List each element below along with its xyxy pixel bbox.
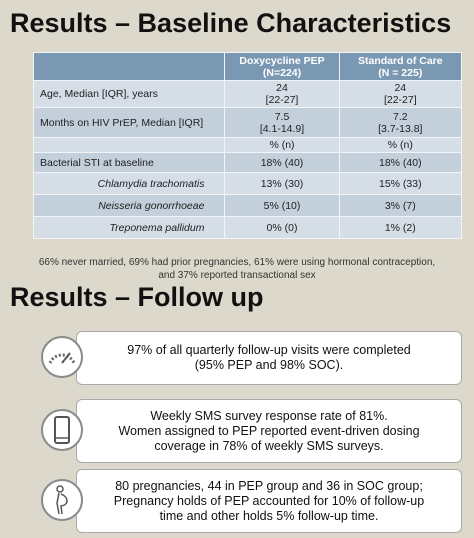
gauge-icon [41, 336, 83, 378]
text-line: Months on HIV PrEP, Median [IQR] [40, 116, 204, 129]
table-row: Neisseria gonorrhoeae 5% (10) 3% (7) [32, 194, 463, 217]
table-cell: % (n) [338, 137, 463, 153]
text-line: Doxycycline PEP [239, 54, 325, 67]
table-cell: Standard of Care (N = 225) [338, 52, 463, 81]
table-row: Treponema pallidum 0% (0) 1% (2) [32, 216, 463, 239]
text-line: (95% PEP and 98% SOC). [194, 358, 344, 372]
text-line: 1% (2) [384, 221, 416, 234]
text-line: [3.7-13.8] [378, 122, 423, 135]
text-line: (N=224) [262, 66, 302, 79]
text-line: Neisseria gonorrhoeae [98, 199, 205, 212]
table-row: Months on HIV PrEP, Median [IQR] 7.5 [4.1-… [32, 107, 463, 138]
text-line: 24 [276, 82, 288, 94]
text-line: Treponema pallidum [109, 221, 205, 234]
text-line: Women assigned to PEP reported event-dri… [118, 423, 420, 438]
table-cell: 13% (30) [224, 172, 340, 195]
phone-icon [41, 409, 83, 451]
table-cell [32, 137, 226, 153]
item-box: 80 pregnancies, 44 in PEP group and 36 i… [76, 469, 462, 533]
text-line: Pregnancy holds of PEP accounted for 10%… [113, 493, 425, 508]
table-cell [32, 52, 226, 81]
table-cell: 0% (0) [224, 216, 340, 239]
text-line: Bacterial STI at baseline [40, 156, 154, 169]
text-line: and 37% reported transactional sex [158, 270, 316, 281]
text-line: 13% (30) [260, 177, 304, 190]
text-line: 7.2 [392, 110, 408, 123]
table-cell: Chlamydia trachomatis [32, 172, 226, 195]
baseline-table: Doxycycline PEP (N=224) Standard of Care (N… [32, 52, 463, 239]
text-line: Age, Median [IQR], years [40, 88, 158, 100]
text-line: time and other holds 5% follow-up time. [159, 508, 379, 523]
table-cell: 7.5 [4.1-14.9] [224, 107, 340, 138]
text-line: % (n) [387, 139, 413, 151]
table-row: % (n) % (n) [32, 137, 463, 153]
text-line: % (n) [269, 139, 295, 151]
text-line: 0% (0) [266, 221, 298, 234]
section-title: Results – Baseline Characteristics [10, 8, 452, 38]
text-line: coverage in 78% of weekly SMS surveys. [154, 438, 384, 453]
table-cell: Months on HIV PrEP, Median [IQR] [32, 107, 226, 138]
text-line: 80 pregnancies, 44 in PEP group and 36 i… [115, 478, 423, 493]
footnote: 66% never married, 69% had prior pregnan… [20, 256, 454, 282]
pregnancy-icon [41, 479, 83, 521]
table-cell: Treponema pallidum [32, 216, 226, 239]
section-title: Results – Follow up [10, 282, 264, 312]
text-line: 97% of all quarterly follow-up visits we… [127, 343, 411, 357]
item-box: 97% of all quarterly follow-up visits we… [76, 331, 462, 385]
table-cell: Doxycycline PEP (N=224) [224, 52, 340, 81]
text-line: 24 [394, 82, 407, 94]
text-line: 5% (10) [263, 199, 301, 212]
text-line: 15% (33) [378, 177, 422, 190]
table-cell: 7.2 [3.7-13.8] [338, 107, 463, 138]
table-cell: 24 [22-27] [224, 80, 340, 108]
text-line: [22-27] [383, 94, 417, 106]
table-cell: 5% (10) [224, 194, 340, 217]
text-line: 7.5 [274, 110, 290, 123]
text-line: [4.1-14.9] [259, 122, 305, 135]
text-line: Standard of Care [357, 54, 443, 67]
table-row: Chlamydia trachomatis 13% (30) 15% (33) [32, 172, 463, 195]
text-line: Weekly SMS survey response rate of 81%. [150, 408, 388, 423]
table-cell: 3% (7) [338, 194, 463, 217]
table-cell: 15% (33) [338, 172, 463, 195]
text-line: 66% never married, 69% had prior pregnan… [38, 257, 436, 268]
text-line: 18% (40) [260, 156, 304, 169]
text-line: 3% (7) [384, 199, 416, 212]
table-row: Age, Median [IQR], years 24 [22-27] 24 [22-2… [32, 80, 463, 108]
item-box: Weekly SMS survey response rate of 81%. W… [76, 399, 462, 463]
table-cell: % (n) [224, 137, 340, 153]
table-cell: 18% (40) [338, 152, 463, 173]
table-cell: 1% (2) [338, 216, 463, 239]
table-cell: 18% (40) [224, 152, 340, 173]
text-line: [22-27] [265, 94, 299, 106]
text-line: Chlamydia trachomatis [97, 177, 205, 190]
table-cell: Bacterial STI at baseline [32, 152, 226, 173]
text-line: (N = 225) [378, 66, 423, 79]
table-row: Doxycycline PEP (N=224) Standard of Care (N… [32, 52, 463, 81]
text-line: 18% (40) [378, 156, 422, 169]
table-cell: Neisseria gonorrhoeae [32, 194, 226, 217]
table-cell: Age, Median [IQR], years [32, 80, 226, 108]
table-cell: 24 [22-27] [338, 80, 463, 108]
table-row: Bacterial STI at baseline 18% (40) 18% (40… [32, 152, 463, 173]
